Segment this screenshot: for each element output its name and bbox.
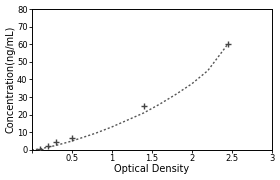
Y-axis label: Concentration(ng/mL): Concentration(ng/mL) (6, 26, 16, 133)
X-axis label: Optical Density: Optical Density (114, 165, 189, 174)
